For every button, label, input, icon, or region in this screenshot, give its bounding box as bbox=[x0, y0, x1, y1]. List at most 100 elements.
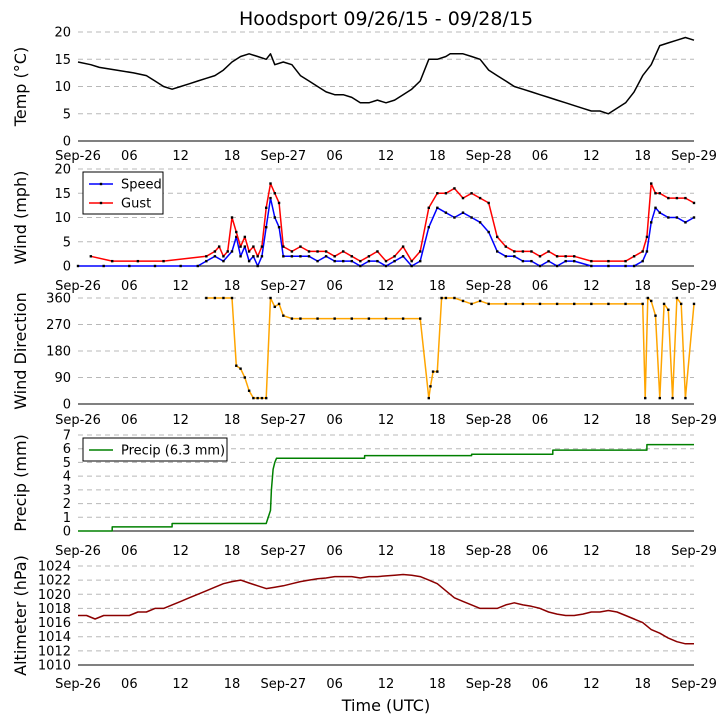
precip-x-tick-label: Sep-28 bbox=[466, 544, 512, 559]
precip-x-tick-label: 06 bbox=[121, 544, 138, 559]
wind-data-point bbox=[641, 250, 644, 253]
precip-y-tick-label: 1 bbox=[63, 511, 71, 526]
temp-x-tick-label: Sep-29 bbox=[671, 149, 717, 164]
direction-data-point bbox=[684, 396, 687, 400]
direction-data-point bbox=[260, 396, 264, 400]
direction-data-point bbox=[256, 396, 259, 400]
wind-data-point bbox=[547, 259, 550, 263]
direction-x-tick-label: Sep-29 bbox=[671, 413, 717, 428]
wind-data-point bbox=[299, 245, 302, 248]
temp-x-tick-label: 06 bbox=[121, 149, 138, 164]
wind-y-tick-label: 20 bbox=[54, 163, 71, 178]
wind-data-point bbox=[205, 255, 208, 258]
wind-data-point bbox=[444, 192, 448, 195]
direction-data-point bbox=[667, 308, 670, 311]
direction-data-point bbox=[269, 296, 272, 300]
wind-data-point bbox=[461, 211, 465, 214]
temp-x-tick-label: 12 bbox=[378, 149, 395, 164]
wind-data-point bbox=[239, 255, 242, 258]
direction-data-point bbox=[427, 396, 430, 400]
direction-data-point bbox=[654, 314, 657, 317]
temp-series-temp bbox=[77, 36, 695, 115]
wind-data-point bbox=[684, 221, 687, 224]
direction-data-point bbox=[573, 302, 576, 306]
wind-data-point bbox=[269, 182, 272, 185]
wind-x-tick-label: Sep-27 bbox=[260, 279, 306, 294]
direction-x-tick-label: 12 bbox=[583, 413, 600, 428]
direction-data-point bbox=[679, 302, 683, 306]
wind-data-point bbox=[76, 264, 80, 268]
wind-data-point bbox=[247, 250, 251, 253]
wind-data-point bbox=[384, 259, 388, 263]
altimeter-x-tick-label: 06 bbox=[326, 677, 343, 692]
wind-data-point bbox=[324, 255, 328, 258]
wind-data-point bbox=[222, 255, 225, 258]
temp-x-tick-label: 12 bbox=[172, 149, 189, 164]
precip-y-tick-label: 3 bbox=[63, 483, 71, 498]
wind-data-point bbox=[410, 259, 413, 263]
direction-data-point bbox=[504, 302, 507, 306]
wind-series-speed bbox=[78, 197, 695, 267]
wind-data-point bbox=[573, 255, 576, 258]
wind-x-tick-label: 12 bbox=[583, 279, 600, 294]
wind-x-tick-label: 18 bbox=[224, 279, 241, 294]
wind-data-point bbox=[222, 259, 225, 263]
wind-data-point bbox=[243, 235, 247, 239]
temp-x-tick-label: Sep-26 bbox=[55, 149, 101, 164]
wind-series-gust bbox=[90, 182, 695, 262]
direction-x-tick-label: 12 bbox=[378, 413, 395, 428]
direction-data-point bbox=[538, 302, 542, 306]
altimeter-series-altimeter bbox=[78, 573, 694, 645]
panel-direction: 0 90 180 270 360 Sep-26 06 12 18 Sep-27 06 12 18 Sep-… bbox=[11, 292, 717, 429]
wind-x-tick-label: 06 bbox=[326, 279, 343, 294]
wind-data-point bbox=[692, 201, 696, 205]
direction-y-axis-label: Wind Direction bbox=[11, 292, 30, 410]
precip-x-tick-label: Sep-26 bbox=[55, 544, 101, 559]
wind-data-point bbox=[401, 245, 405, 248]
wind-data-point bbox=[692, 216, 696, 219]
direction-data-point bbox=[367, 317, 371, 320]
wind-x-tick-label: 12 bbox=[378, 279, 395, 294]
wind-data-point bbox=[196, 264, 199, 268]
wind-data-point bbox=[333, 255, 336, 258]
wind-data-point bbox=[342, 259, 345, 263]
wind-data-point bbox=[230, 216, 234, 219]
precip-x-tick-label: 18 bbox=[634, 544, 651, 559]
wind-data-point bbox=[136, 259, 140, 263]
wind-data-point bbox=[273, 216, 276, 219]
wind-data-point bbox=[252, 255, 255, 258]
wind-data-point bbox=[427, 226, 430, 229]
wind-data-point bbox=[290, 250, 294, 253]
direction-data-point bbox=[436, 370, 439, 373]
wind-data-point bbox=[213, 255, 217, 258]
precip-y-tick-label: 0 bbox=[63, 525, 71, 540]
wind-data-point bbox=[521, 259, 525, 263]
direction-data-point bbox=[453, 296, 456, 300]
wind-data-point bbox=[333, 259, 336, 263]
wind-data-point bbox=[624, 259, 627, 263]
wind-data-point bbox=[273, 192, 276, 195]
wind-x-tick-label: Sep-29 bbox=[671, 279, 717, 294]
wind-data-point bbox=[316, 259, 319, 263]
temp-y-axis-label: Temp (°C) bbox=[11, 47, 30, 127]
wind-data-point bbox=[658, 192, 661, 195]
wind-data-point bbox=[675, 196, 679, 200]
wind-data-point bbox=[675, 216, 679, 219]
direction-data-point bbox=[590, 302, 593, 306]
wind-data-point bbox=[607, 259, 610, 263]
direction-data-point bbox=[671, 396, 674, 400]
wind-data-point bbox=[436, 192, 439, 195]
wind-legend-label: Speed bbox=[121, 178, 162, 193]
wind-data-point bbox=[461, 196, 465, 200]
precip-x-tick-label: 12 bbox=[583, 544, 600, 559]
wind-data-point bbox=[282, 245, 285, 248]
temp-x-tick-label: 18 bbox=[224, 149, 241, 164]
wind-data-point bbox=[393, 255, 396, 258]
wind-data-point bbox=[654, 192, 657, 195]
direction-data-point bbox=[478, 299, 482, 303]
precip-x-tick-label: 06 bbox=[532, 544, 549, 559]
wind-data-point bbox=[401, 255, 405, 258]
precip-y-tick-label: 7 bbox=[63, 429, 71, 444]
wind-y-tick-label: 5 bbox=[63, 235, 71, 250]
